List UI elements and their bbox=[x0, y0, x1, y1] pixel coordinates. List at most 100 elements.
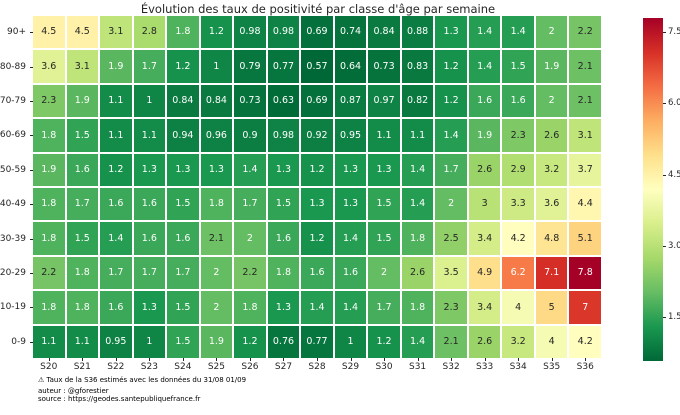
heatmap-cell: 0.84 bbox=[200, 84, 233, 118]
heatmap-cell: 0.94 bbox=[167, 119, 199, 152]
heatmap-cell: 1.6 bbox=[133, 188, 166, 221]
heatmap-cell: 3.4 bbox=[468, 291, 501, 324]
heatmap-cell: 1.6 bbox=[267, 222, 300, 255]
y-tick-label: 10-19 bbox=[0, 302, 26, 313]
heatmap-cell: 2 bbox=[234, 222, 266, 255]
heatmap-cell: 1.6 bbox=[301, 256, 333, 290]
heatmap-cell: 1.2 bbox=[435, 84, 467, 118]
heatmap-cell: 2 bbox=[435, 188, 467, 221]
heatmap-cell: 3.6 bbox=[33, 50, 65, 83]
heatmap-cell: 1.8 bbox=[200, 188, 233, 221]
heatmap-cell: 4.2 bbox=[569, 325, 601, 358]
heatmap-cell: 1.5 bbox=[502, 50, 534, 83]
heatmap-cell: 7 bbox=[569, 291, 601, 324]
heatmap-cell: 2.6 bbox=[535, 119, 568, 152]
heatmap-cell: 2.6 bbox=[401, 256, 434, 290]
heatmap-cell: 2.6 bbox=[468, 325, 501, 358]
y-tick-mark bbox=[30, 66, 33, 68]
colorbar-tick-mark bbox=[663, 174, 666, 176]
heatmap-cell: 1 bbox=[334, 325, 367, 358]
heatmap-cell: 2.9 bbox=[502, 153, 534, 186]
heatmap-cell: 1.1 bbox=[33, 325, 65, 358]
footnote-note-text: Taux de la S36 estimés avec les données … bbox=[46, 376, 247, 384]
heatmap-cell: 3.1 bbox=[100, 16, 132, 49]
heatmap-cell: 0.73 bbox=[368, 50, 400, 83]
heatmap-cell: 0.84 bbox=[368, 16, 400, 49]
heatmap-cell: 1.9 bbox=[200, 325, 233, 358]
heatmap-cell: 1.6 bbox=[100, 291, 132, 324]
heatmap-cell: 1.7 bbox=[66, 188, 99, 221]
colorbar bbox=[643, 18, 663, 361]
heatmap-cell: 1 bbox=[200, 50, 233, 83]
heatmap-cell: 1.7 bbox=[435, 153, 467, 186]
footnote-note: ⚠ Taux de la S36 estimés avec les donnée… bbox=[38, 376, 246, 384]
heatmap-cell: 1.8 bbox=[33, 188, 65, 221]
heatmap-cell: 2 bbox=[200, 291, 233, 324]
heatmap-cell: 1.3 bbox=[301, 188, 333, 221]
heatmap-cell: 1.8 bbox=[33, 222, 65, 255]
heatmap-cell: 0.92 bbox=[301, 119, 333, 152]
heatmap-cell: 6.2 bbox=[502, 256, 534, 290]
heatmap-cell: 1.8 bbox=[66, 256, 99, 290]
heatmap-cell: 1 bbox=[133, 325, 166, 358]
heatmap-cell: 1.1 bbox=[66, 325, 99, 358]
heatmap-cell: 2.1 bbox=[569, 50, 601, 83]
heatmap-cell: 3.1 bbox=[569, 119, 601, 152]
y-tick-mark bbox=[30, 101, 33, 102]
heatmap-cell: 4.4 bbox=[569, 188, 601, 221]
heatmap-cell: 1.5 bbox=[167, 325, 199, 358]
x-tick-mark bbox=[384, 358, 386, 361]
heatmap-cell: 1.1 bbox=[100, 84, 132, 118]
y-tick-mark bbox=[30, 238, 33, 240]
heatmap-cell: 1.1 bbox=[100, 119, 132, 152]
y-tick-label: 40-49 bbox=[0, 199, 26, 210]
y-tick-label: 30-39 bbox=[0, 233, 26, 244]
y-axis: 90+ 80-89 70-79 60-69 50-59 40-49 30-39 20-29 10… bbox=[0, 16, 30, 358]
heatmap-cell: 1.8 bbox=[401, 291, 434, 324]
colorbar-tick-label: 6.0 bbox=[668, 98, 680, 109]
y-tick-label: 0-9 bbox=[11, 336, 26, 347]
heatmap-cell: 1.9 bbox=[33, 153, 65, 186]
heatmap-cell: 4.5 bbox=[66, 16, 99, 49]
heatmap-cell: 0.84 bbox=[167, 84, 199, 118]
heatmap-cell: 1.7 bbox=[133, 50, 166, 83]
heatmap-cell: 2.1 bbox=[435, 325, 467, 358]
heatmap-cell: 1.6 bbox=[133, 222, 166, 255]
heatmap-cell: 2.8 bbox=[133, 16, 166, 49]
heatmap-cell: 5.1 bbox=[569, 222, 601, 255]
heatmap-cell: 1.7 bbox=[133, 256, 166, 290]
x-tick-label: S32 bbox=[442, 362, 460, 372]
heatmap-cell: 0.74 bbox=[334, 16, 367, 49]
heatmap-cell: 1.7 bbox=[234, 188, 266, 221]
heatmap-cell: 1.3 bbox=[334, 153, 367, 186]
heatmap-cell: 3.3 bbox=[502, 188, 534, 221]
heatmap-cell: 4.8 bbox=[535, 222, 568, 255]
heatmap-cell: 0.98 bbox=[267, 16, 300, 49]
heatmap-cell: 1.8 bbox=[167, 16, 199, 49]
heatmap-cell: 0.57 bbox=[301, 50, 333, 83]
heatmap-cell: 4.9 bbox=[468, 256, 501, 290]
heatmap-cell: 1.4 bbox=[334, 291, 367, 324]
heatmap-cell: 0.73 bbox=[234, 84, 266, 118]
x-tick-label: S27 bbox=[274, 362, 293, 372]
heatmap-cell: 4 bbox=[535, 325, 568, 358]
colorbar-tick-label: 4.5 bbox=[668, 169, 680, 180]
heatmap-cell: 2.2 bbox=[33, 256, 65, 290]
x-tick-mark bbox=[350, 358, 352, 361]
heatmap-cell: 1.5 bbox=[167, 188, 199, 221]
heatmap-cell: 0.96 bbox=[200, 119, 233, 152]
heatmap-cell: 0.98 bbox=[234, 16, 266, 49]
y-tick-label: 70-79 bbox=[0, 96, 26, 106]
x-tick-label: S34 bbox=[509, 362, 527, 372]
heatmap-cell: 1.8 bbox=[33, 119, 65, 152]
heatmap: 4.5 4.5 3.1 2.8 1.8 1.2 0.98 0.98 0.69 0.74 0.84 0.… bbox=[33, 16, 601, 358]
x-tick-mark bbox=[484, 358, 486, 361]
heatmap-cell: 1.4 bbox=[334, 222, 367, 255]
heatmap-cell: 2.3 bbox=[33, 84, 65, 118]
y-tick-mark bbox=[30, 32, 33, 34]
x-tick-mark bbox=[417, 358, 419, 361]
heatmap-cell: 1.2 bbox=[435, 50, 467, 83]
heatmap-cell: 3 bbox=[468, 188, 501, 221]
x-tick-label: S33 bbox=[476, 362, 494, 372]
